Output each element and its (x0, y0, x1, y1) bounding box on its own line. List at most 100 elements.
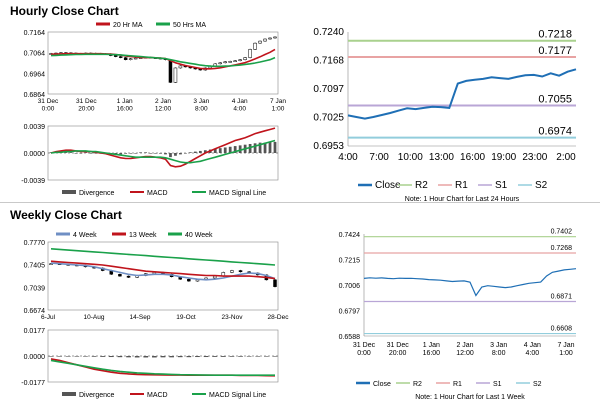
wm-divergence-bar (255, 356, 261, 357)
hl-x-tick-7: 2:00 (556, 152, 576, 163)
hl-legend-label-2: R1 (455, 180, 468, 191)
wp-y-tick-2: 0.7039 (24, 285, 46, 292)
hm-plot-frame (47, 125, 279, 181)
wp-candle-body (273, 279, 277, 287)
hm-divergence-bar (149, 153, 152, 154)
wm-divergence-bar (91, 356, 97, 357)
hourly-levels-chart: 0.7240 0.7168 0.7097 0.7025 0.6953 0.7218 0.71… (313, 27, 577, 202)
hp-candle-body (268, 37, 272, 40)
hm-divergence-bar (139, 152, 142, 153)
wl-legend-label-4: S2 (533, 381, 542, 388)
wm-divergence-bar (186, 356, 192, 358)
wm-divergence-bar (74, 356, 80, 357)
wl-note: Note: 1 Hour Chart for Last 1 Week (415, 394, 525, 401)
wp-series-4-week (50, 262, 276, 281)
hp-y-tick-0: 0.7164 (24, 30, 46, 37)
hp-y-tick-3: 0.6864 (24, 92, 46, 99)
wm-divergence-bar (134, 356, 140, 358)
hp-candle-body (228, 61, 232, 63)
hm-divergence-bar (154, 153, 157, 154)
wp-legend-label-2: 40 Week (185, 232, 213, 239)
wm-divergence-bar (169, 356, 174, 358)
hl-level-label-r2: 0.7218 (538, 29, 572, 41)
hl-y-tick-0: 0.7240 (313, 27, 344, 38)
wp-x-tick-1: 10-Aug (84, 314, 105, 321)
hm-divergence-bar (248, 144, 252, 153)
hp-y-tick-1: 0.7064 (24, 51, 46, 58)
hp-candle-body (233, 60, 237, 62)
hp-candle-body (133, 57, 138, 60)
hp-candle-body (248, 49, 252, 58)
wm-divergence-bar (108, 356, 114, 358)
wl-y-tick-2: 0.7006 (339, 283, 361, 290)
hm-divergence-bar (179, 153, 182, 155)
wp-legend-label-1: 13 Week (129, 232, 157, 239)
hp-x-tick-1: 31 Dec 20:00 (76, 98, 97, 113)
hm-y-tick-2: -0.0039 (21, 178, 45, 185)
hp-candle-body (128, 58, 133, 60)
hp-candle-body (178, 65, 183, 69)
hm-divergence-bar (169, 153, 172, 158)
wm-y-tick-2: -0.0177 (21, 380, 45, 387)
wm-divergence-bar (83, 356, 88, 357)
wl-series-close (363, 268, 577, 297)
wm-series-macd (50, 358, 276, 377)
wp-series-13-week (50, 260, 276, 280)
hm-divergence-bar (134, 153, 137, 154)
wm-divergence-bar (238, 356, 243, 357)
hp-x-tick-6: 7 Jan 1:00 (270, 98, 286, 113)
hp-candle-body (243, 57, 247, 60)
hourly-price-chart: 20 Hr MA 50 Hrs MA 0.7164 0.7064 0.6964 0.686… (24, 22, 287, 113)
hm-divergence-bar (129, 153, 133, 154)
hp-x-tick-3: 2 Jan 12:00 (155, 98, 172, 113)
wm-divergence-bar (264, 356, 269, 357)
hm-divergence-bar (253, 143, 257, 153)
wp-y-tick-0: 0.7770 (24, 240, 46, 247)
wm-divergence-bar (203, 356, 209, 358)
hm-series-macd-signal (50, 139, 276, 164)
hl-y-tick-1: 0.7168 (313, 56, 344, 67)
wl-level-label-s1: 0.6871 (551, 293, 573, 300)
wm-series-macd-signal (50, 359, 275, 377)
hm-y-tick-0: 0.0039 (24, 124, 46, 131)
hm-divergence-bar (263, 142, 267, 153)
wl-x-tick-6: 7 Jan 1:00 (557, 342, 574, 357)
hm-divergence-bar (268, 141, 272, 153)
hp-candle-body (223, 61, 227, 64)
wl-level-label-s2: 0.6608 (551, 326, 573, 333)
hp-x-tick-2: 1 Jan 16:00 (117, 98, 134, 113)
hm-divergence-bar (119, 153, 123, 155)
wl-legend-label-0: Close (373, 381, 391, 388)
hm-divergence-bar (218, 148, 222, 153)
hm-divergence-bar (69, 152, 73, 153)
wm-legend-label-0: Divergence (79, 392, 115, 399)
hl-x-tick-0: 4:00 (338, 152, 358, 163)
hl-x-tick-2: 10:00 (398, 152, 423, 163)
wp-plot-frame (47, 241, 279, 311)
wm-legend-label-2: MACD Signal Line (209, 392, 266, 399)
weekly-close-chart-title: Weekly Close Chart (10, 208, 122, 222)
wm-legend-label-1: MACD (147, 392, 168, 399)
hm-legend-label-1: MACD (147, 190, 168, 197)
hm-divergence-bar (193, 151, 197, 153)
hl-x-tick-5: 19:00 (491, 152, 516, 163)
wp-x-tick-3: 19-Oct (176, 314, 196, 321)
hm-divergence-bar (84, 152, 88, 153)
wp-candle-body (187, 278, 191, 282)
hm-divergence-bar (273, 141, 277, 153)
hl-level-label-r1: 0.7177 (538, 45, 572, 57)
hm-y-tick-1: 0.0000 (24, 151, 46, 158)
hl-x-tick-4: 16:00 (460, 152, 485, 163)
wl-y-tick-0: 0.7424 (339, 232, 361, 239)
hm-divergence-bar (89, 153, 93, 154)
hp-x-tick-0: 31 Dec 0:00 (38, 98, 59, 113)
weekly-levels-chart: 0.7424 0.7215 0.7006 0.6797 0.6588 0.7402 0.72… (339, 229, 577, 401)
hp-legend-label-1: 50 Hrs MA (173, 22, 206, 29)
wl-x-tick-4: 3 Jan 8:00 (490, 342, 507, 357)
hm-divergence-bar (238, 145, 242, 153)
hl-level-label-s1: 0.7055 (538, 93, 572, 105)
wp-legend-label-0: 4 Week (73, 232, 97, 239)
hm-divergence-bar (79, 153, 83, 154)
hl-legend-label-3: S1 (495, 180, 508, 191)
wm-divergence-bar (126, 356, 131, 358)
